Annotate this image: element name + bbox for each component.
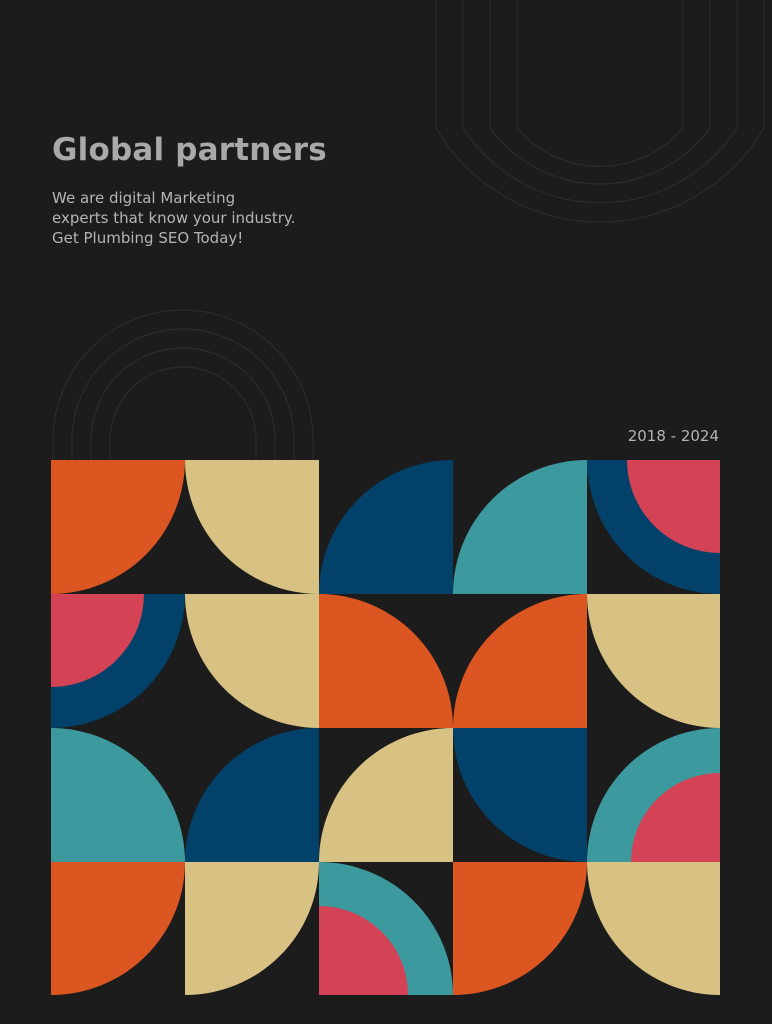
tile-r2c1-pink <box>51 594 144 687</box>
tile-r2c4-orange <box>453 594 587 728</box>
tile-r1c1-orange <box>51 460 185 594</box>
page-subtitle: We are digital Marketing experts that kn… <box>52 188 352 248</box>
tile-r4c2-cream <box>185 862 319 995</box>
subtitle-line-1: We are digital Marketing <box>52 189 236 207</box>
tile-r1c5-pink <box>627 460 720 553</box>
geometric-pattern <box>51 460 720 995</box>
date-range: 2018 - 2024 <box>627 427 719 445</box>
tile-r3c2-navy <box>185 728 319 862</box>
tile-r1c4-teal <box>453 460 587 594</box>
tile-r3c5-pink <box>631 773 720 862</box>
tile-r2c5-cream <box>587 594 720 728</box>
tile-r4c5-cream <box>587 862 720 995</box>
page-title: Global partners <box>52 132 327 168</box>
subtitle-line-3: Get Plumbing SEO Today! <box>52 229 244 247</box>
tile-r4c3-pink <box>319 906 408 995</box>
subtitle-line-2: experts that know your industry. <box>52 209 296 227</box>
tile-r4c1-orange <box>51 862 185 995</box>
tile-r2c3-orange <box>319 594 453 728</box>
tile-r3c3-cream <box>319 728 453 862</box>
tile-r3c1-teal <box>51 728 185 862</box>
tile-r1c3-navy <box>319 460 453 594</box>
tile-r4c4-orange <box>453 862 587 995</box>
tile-r2c2-cream <box>185 594 319 728</box>
tile-r3c4-navy <box>453 728 587 862</box>
tile-r1c2-cream <box>185 460 319 594</box>
